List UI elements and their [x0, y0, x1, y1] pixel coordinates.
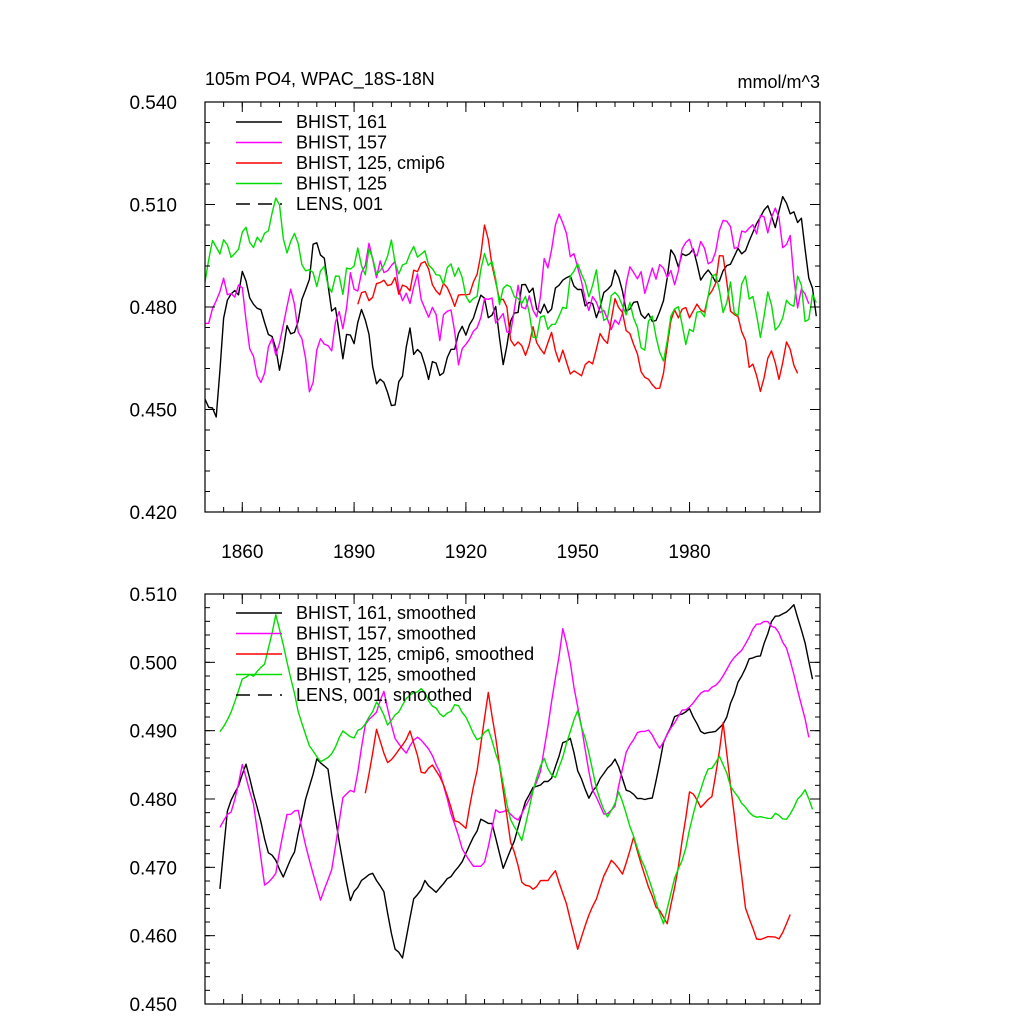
top-panel-units: mmol/m^3	[738, 72, 820, 92]
series-line-2	[205, 207, 810, 393]
series-line-4	[205, 197, 817, 362]
x-tick-label: 1980	[668, 542, 710, 563]
y-tick-label: 0.480	[129, 298, 177, 319]
series-line-2	[219, 620, 810, 901]
x-tick-label: 1890	[333, 542, 375, 563]
y-tick-label: 0.470	[129, 858, 177, 879]
y-tick-label: 0.480	[129, 790, 177, 811]
y-tick-label: 0.450	[129, 995, 177, 1016]
legend-label: BHIST, 125	[296, 174, 387, 194]
top-panel-title: 105m PO4, WPAC_18S-18N	[205, 69, 435, 90]
y-tick-label: 0.490	[129, 722, 177, 743]
series-line-3	[357, 224, 799, 393]
y-tick-label: 0.540	[129, 93, 177, 114]
x-tick-label: 1920	[445, 542, 487, 563]
top-panel: 105m PO4, WPAC_18S-18N mmol/m^3 0.420 0.4…	[129, 69, 821, 563]
series-line-3	[364, 691, 791, 950]
x-tick-label: 1860	[221, 542, 263, 563]
bottom-panel: 0.450 0.460 0.470 0.480 0.490 0.500 0.510 BHIS…	[129, 585, 821, 1016]
y-tick-label: 0.450	[129, 401, 177, 422]
series-line-1	[219, 604, 814, 959]
legend-label: BHIST, 161, smoothed	[296, 603, 476, 623]
legend-label: BHIST, 157	[296, 133, 387, 153]
legend-label: BHIST, 125, smoothed	[296, 665, 476, 685]
y-tick-label: 0.510	[129, 585, 177, 606]
legend-label: LENS, 001, smoothed	[296, 685, 472, 705]
legend-label: BHIST, 157, smoothed	[296, 624, 476, 644]
legend-label: BHIST, 125, cmip6	[296, 153, 445, 173]
x-tick-label: 1950	[557, 542, 599, 563]
legend-label: LENS, 001	[296, 194, 383, 214]
series-line-1	[205, 195, 817, 418]
series-line-4	[219, 614, 814, 925]
y-tick-label: 0.510	[129, 196, 177, 217]
legend-label: BHIST, 161	[296, 112, 387, 132]
y-tick-label: 0.420	[129, 503, 177, 524]
y-tick-label: 0.500	[129, 653, 177, 674]
legend-label: BHIST, 125, cmip6, smoothed	[296, 644, 534, 664]
y-tick-label: 0.460	[129, 927, 177, 948]
